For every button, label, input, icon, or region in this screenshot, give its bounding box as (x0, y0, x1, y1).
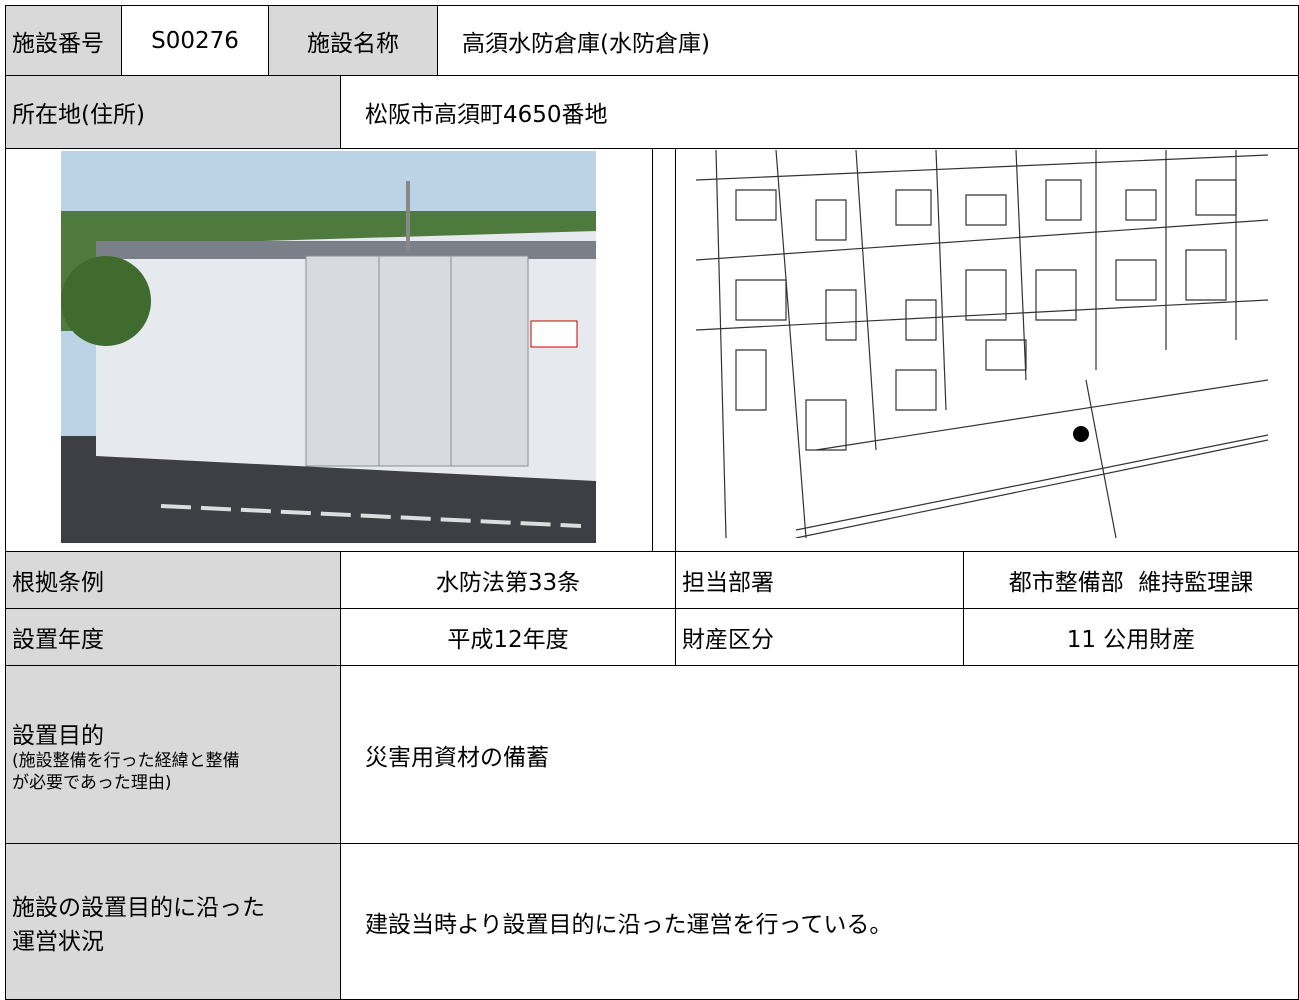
note: (施設整備を行った経緯と整備 (12, 750, 240, 771)
value-cell: 11 公用財産 (963, 608, 1299, 666)
map-cell (675, 148, 1299, 552)
label-cell: 設置年度 (5, 608, 341, 666)
label: 施設名称 (307, 30, 399, 57)
label: 施設の設置目的に沿った (12, 894, 265, 921)
value: 水防法第33条 (435, 570, 581, 596)
label: 運営状況 (12, 928, 104, 955)
value: 建設当時より設置目的に沿った運営を行っている。 (365, 911, 893, 938)
value-cell: 都市整備部 維持監理課 (963, 551, 1299, 609)
value-cell: S00276 (121, 5, 269, 76)
label-cell: 施設番号 (5, 5, 122, 76)
spacer-cell (652, 148, 676, 552)
label: 所在地(住所) (12, 102, 145, 128)
label-cell: 設置目的 (施設整備を行った経緯と整備 が必要であった理由) (5, 665, 341, 844)
value: 都市整備部 維持監理課 (1008, 570, 1254, 596)
label: 設置目的 (12, 722, 104, 749)
value-cell: 水防法第33条 (340, 551, 676, 609)
value-cell: 平成12年度 (340, 608, 676, 666)
photo-cell (5, 148, 653, 552)
value: 11 公用財産 (1066, 627, 1196, 653)
value-cell: 松阪市高須町4650番地 (340, 75, 1299, 149)
value: 災害用資材の備蓄 (365, 744, 549, 771)
value-cell: 建設当時より設置目的に沿った運営を行っている。 (340, 843, 1299, 1000)
value: S00276 (151, 27, 239, 54)
value: 平成12年度 (447, 627, 569, 653)
label-cell: 担当部署 (675, 551, 964, 609)
label: 財産区分 (682, 627, 774, 653)
label-cell: 財産区分 (675, 608, 964, 666)
label: 施設番号 (12, 30, 104, 57)
label-cell: 施設名称 (268, 5, 438, 76)
label: 設置年度 (12, 627, 104, 653)
label-cell: 根拠条例 (5, 551, 341, 609)
photo (61, 151, 596, 543)
label-cell: 所在地(住所) (5, 75, 341, 149)
label-cell: 施設の設置目的に沿った 運営状況 (5, 843, 341, 1000)
value-cell: 高須水防倉庫(水防倉庫) (437, 5, 1299, 76)
label: 根拠条例 (12, 570, 104, 596)
label: 担当部署 (682, 570, 774, 596)
value-cell: 災害用資材の備蓄 (340, 665, 1299, 844)
value: 松阪市高須町4650番地 (365, 102, 608, 128)
map (696, 150, 1268, 538)
value: 高須水防倉庫(水防倉庫) (462, 30, 710, 57)
note: が必要であった理由) (12, 772, 172, 793)
